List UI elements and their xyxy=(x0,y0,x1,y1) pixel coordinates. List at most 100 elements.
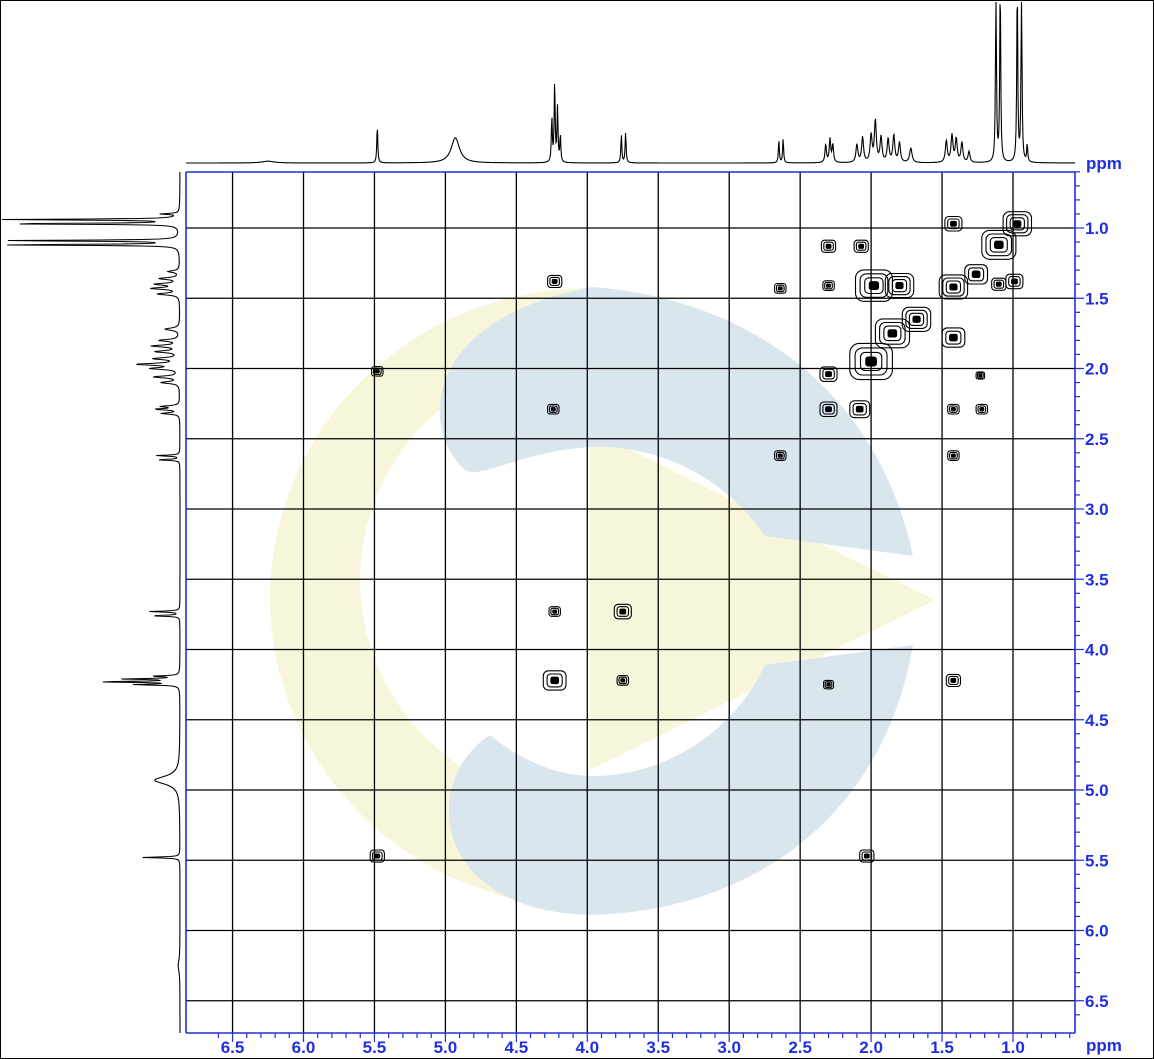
contour-ring xyxy=(949,451,958,460)
cross-peak xyxy=(774,283,787,294)
contour-ring xyxy=(879,321,906,345)
contour-ring xyxy=(981,229,1017,260)
y-tick-label: 4.0 xyxy=(1085,641,1109,660)
cross-peak xyxy=(548,606,561,617)
contour-ring xyxy=(548,606,561,617)
contour-ring xyxy=(967,267,985,282)
contour-ring xyxy=(891,279,908,293)
contour-ring xyxy=(547,403,560,415)
contour-ring xyxy=(825,371,832,378)
contour-ring xyxy=(777,453,783,458)
contour-ring xyxy=(1013,220,1022,228)
f2-projection-spectrum xyxy=(186,1,1075,164)
y-tick-label: 6.5 xyxy=(1085,992,1109,1011)
contour-ring xyxy=(374,369,380,374)
contour-ring xyxy=(542,670,567,691)
contour-ring xyxy=(995,281,1002,287)
contour-ring xyxy=(849,342,893,381)
cross-peak xyxy=(1002,211,1033,237)
contour-ring xyxy=(859,849,875,863)
y-tick-label: 6.0 xyxy=(1085,922,1109,941)
cross-peak xyxy=(947,403,960,415)
contour-ring xyxy=(912,315,921,323)
cross-peak xyxy=(369,849,385,863)
cross-peak xyxy=(1005,273,1024,290)
contour-ring xyxy=(874,318,911,349)
contour-ring xyxy=(822,403,835,415)
cross-peak xyxy=(859,849,875,863)
contour-ring xyxy=(855,405,864,413)
contour-ring xyxy=(823,679,835,690)
contour-ring xyxy=(822,368,835,380)
cross-peak xyxy=(945,673,962,688)
watermark-blue-lower xyxy=(448,645,913,915)
contour-ring xyxy=(548,405,558,413)
cross-peak xyxy=(820,239,837,253)
contour-ring xyxy=(1006,214,1029,234)
contour-ring xyxy=(949,283,958,291)
contour-ring xyxy=(950,453,956,458)
cross-peak xyxy=(823,679,835,690)
contour-ring xyxy=(849,400,871,419)
contour-ring xyxy=(985,233,1013,257)
contour-ring xyxy=(824,681,833,688)
contour-ring xyxy=(977,405,987,413)
contour-ring xyxy=(895,282,904,290)
contour-ring xyxy=(883,325,902,342)
cross-peak xyxy=(991,277,1007,291)
contour-ring xyxy=(552,609,558,614)
x-tick-label: 4.5 xyxy=(505,1038,529,1057)
contour-ring xyxy=(819,366,838,382)
contour-ring xyxy=(374,853,381,859)
contour-ring xyxy=(550,676,560,685)
contour-ring xyxy=(1002,211,1033,237)
contour-ring xyxy=(947,450,960,461)
contour-ring xyxy=(825,243,832,249)
contour-ring xyxy=(863,853,870,859)
cross-peak xyxy=(819,401,838,418)
contour-ring xyxy=(938,274,969,300)
contour-ring xyxy=(372,851,383,861)
y-tick-label: 2.0 xyxy=(1085,360,1109,379)
contour-ring xyxy=(979,407,985,412)
x-tick-label: 1.5 xyxy=(930,1038,954,1057)
contour-ring xyxy=(949,405,958,413)
contour-ring xyxy=(945,673,962,688)
contour-ring xyxy=(949,333,958,342)
contour-ring xyxy=(369,849,385,863)
cross-peak xyxy=(854,269,893,302)
contour-ring xyxy=(825,406,832,413)
contour-ring xyxy=(774,283,787,294)
contour-ring xyxy=(826,283,831,288)
contour-ring xyxy=(948,675,959,685)
contour-ring xyxy=(619,608,627,615)
contour-ring xyxy=(822,280,835,291)
contour-ring xyxy=(1009,217,1025,231)
x-tick-label: 3.5 xyxy=(646,1038,670,1057)
contour-ring xyxy=(950,677,957,683)
x-tick-label: 3.0 xyxy=(717,1038,741,1057)
contour-ring xyxy=(853,239,869,253)
contour-ring xyxy=(864,277,884,295)
y-tick-label: 3.5 xyxy=(1085,570,1109,589)
contour-ring xyxy=(1011,278,1018,285)
y-axis: 1.0 1.5 2.0 2.5 3.0 3.5 4.0 4.5 5.0 5.5 6.0 6.5 xyxy=(1075,171,1109,1016)
contour-ring xyxy=(861,851,873,861)
x-tick-label: 2.0 xyxy=(859,1038,883,1057)
cross-peak xyxy=(822,280,835,291)
contour-ring xyxy=(859,351,883,372)
watermark-blue-upper xyxy=(439,287,913,556)
contour-ring xyxy=(947,403,960,415)
plot-grid xyxy=(186,172,1075,1033)
cross-peak xyxy=(874,318,911,349)
contour-ring xyxy=(993,279,1005,289)
x-tick-label: 6.0 xyxy=(292,1038,316,1057)
y-tick-label: 4.5 xyxy=(1085,711,1109,730)
contour-ring xyxy=(819,401,838,418)
contour-ring xyxy=(976,372,984,379)
contour-ring xyxy=(823,241,834,251)
cross-peak xyxy=(964,264,989,285)
contour-ring xyxy=(964,264,989,285)
contour-ring xyxy=(371,365,384,377)
cross-peak xyxy=(941,327,966,348)
